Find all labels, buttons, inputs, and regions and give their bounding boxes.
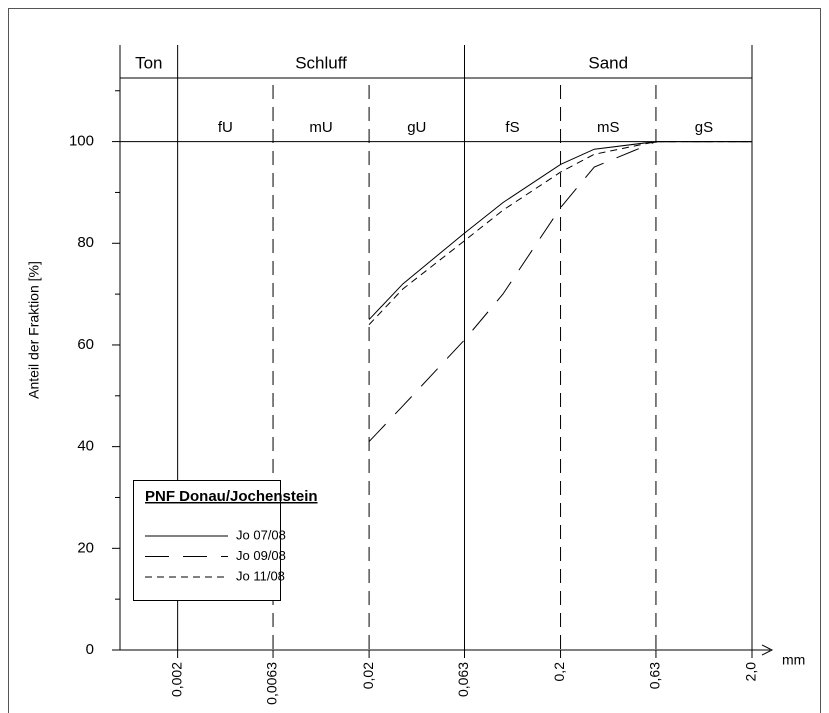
x-tick-label: 0,0063 bbox=[264, 662, 280, 705]
x-tick-label: 0,002 bbox=[168, 662, 184, 697]
subfraction-label: gS bbox=[695, 119, 713, 136]
frame bbox=[8, 8, 821, 713]
fraction-label: Sand bbox=[588, 53, 628, 72]
y-axis-label: Anteil der Fraktion [%] bbox=[26, 261, 42, 399]
legend-label: Jo 09/08 bbox=[236, 548, 286, 563]
x-unit: mm bbox=[782, 652, 805, 668]
y-tick-label: 40 bbox=[77, 438, 94, 455]
y-tick-label: 80 bbox=[77, 234, 94, 251]
series-line bbox=[368, 141, 752, 325]
subfraction-label: mS bbox=[597, 119, 620, 136]
subfraction-label: mU bbox=[309, 119, 332, 136]
subfraction-label: fU bbox=[218, 119, 233, 136]
y-tick-label: 60 bbox=[77, 336, 94, 353]
series-line bbox=[368, 141, 752, 442]
series-line bbox=[368, 141, 752, 320]
y-tick-label: 100 bbox=[69, 133, 94, 150]
x-tick-label: 0,2 bbox=[551, 662, 567, 682]
fraction-label: Ton bbox=[135, 53, 162, 72]
x-tick-label: 0,63 bbox=[647, 662, 663, 689]
legend-box bbox=[133, 480, 281, 601]
legend-title: PNF Donau/Jochenstein bbox=[145, 488, 318, 505]
subfraction-label: fS bbox=[505, 119, 519, 136]
axis-arrow bbox=[752, 644, 774, 656]
subfraction-label: gU bbox=[407, 119, 426, 136]
x-tick-label: 2,0 bbox=[743, 662, 759, 682]
legend-label: Jo 07/08 bbox=[236, 527, 286, 542]
legend-label: Jo 11/08 bbox=[236, 568, 285, 583]
x-tick-label: 0,02 bbox=[360, 662, 376, 689]
fraction-label: Schluff bbox=[295, 53, 347, 72]
x-tick-label: 0,063 bbox=[455, 662, 471, 697]
y-tick-label: 20 bbox=[77, 539, 94, 556]
y-tick-label: 0 bbox=[86, 641, 94, 658]
